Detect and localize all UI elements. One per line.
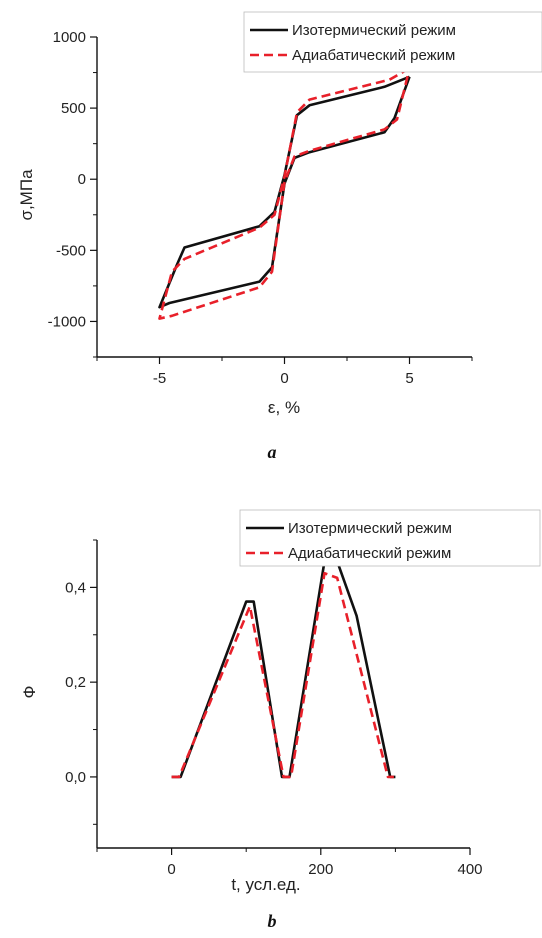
x-tick-label: 5 (405, 370, 413, 387)
chart-panel-a: -5 0 5 1000 500 0 -500 -1000 ε, % σ,МПа Изотермиче… (17, 11, 542, 462)
x-tick-label: 200 (308, 861, 333, 878)
x-axis-title: t, усл.ед. (231, 875, 300, 894)
x-tick-label: -5 (153, 370, 166, 387)
y-axis-title: σ,МПа (17, 169, 36, 221)
legend-box (239, 509, 541, 567)
y-tick-label: -500 (56, 242, 86, 259)
y-tick-label: 0,0 (65, 769, 86, 786)
legend-label: Адиабатический режим (288, 545, 451, 562)
y-tick-label: 0 (78, 171, 86, 188)
series-line-adiabatic (171, 571, 394, 779)
y-tick-label: -1000 (48, 313, 86, 330)
y-tick-label: 1000 (53, 29, 86, 46)
series-line-isothermal (158, 75, 411, 309)
chart-panel-b: 0 200 400 0,4 0,2 0,0 t, усл.ед. Ф Изотермически… (20, 509, 541, 931)
legend-label: Изотермический режим (292, 22, 456, 39)
y-axis-title: Ф (20, 686, 39, 699)
legend-box (243, 11, 542, 73)
x-tick-label: 0 (167, 861, 175, 878)
series-line-isothermal (171, 559, 396, 779)
x-axis-title: ε, % (268, 398, 300, 417)
y-tick-label: 500 (61, 100, 86, 117)
x-tick-label: 0 (280, 370, 288, 387)
series-line-adiabatic (158, 67, 411, 320)
legend-label: Адиабатический режим (292, 47, 455, 64)
panel-label: b (268, 911, 277, 931)
legend-label: Изотермический режим (288, 520, 452, 537)
y-tick-label: 0,2 (65, 674, 86, 691)
x-tick-label: 400 (457, 861, 482, 878)
panel-label: a (268, 442, 277, 462)
y-tick-label: 0,4 (65, 579, 86, 596)
